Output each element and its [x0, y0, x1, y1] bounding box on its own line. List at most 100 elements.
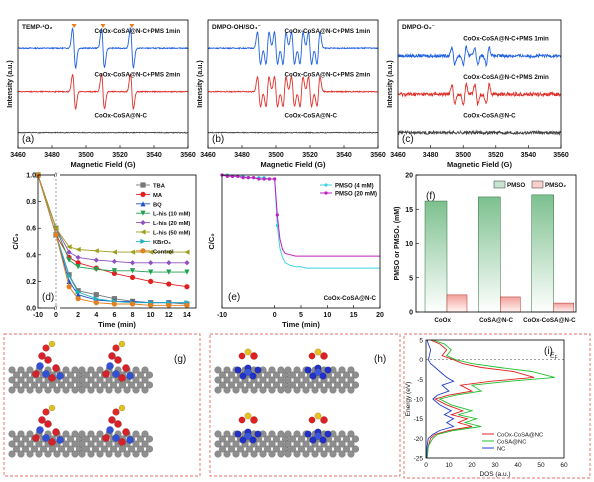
axis-break — [55, 173, 60, 177]
atom — [297, 445, 306, 453]
atom — [293, 440, 301, 448]
legend-entry: MA — [153, 193, 163, 199]
y-tick-label: 15 — [405, 207, 413, 214]
atom — [105, 376, 113, 384]
atom — [309, 372, 317, 380]
y-tick-label: 0.2 — [26, 279, 36, 286]
atom — [302, 386, 310, 394]
atom — [314, 368, 322, 376]
atom — [132, 366, 140, 374]
atom — [218, 371, 227, 379]
atom — [136, 445, 145, 453]
data-point — [257, 177, 261, 181]
atom — [114, 356, 122, 364]
atom — [21, 445, 30, 453]
data-point — [140, 182, 146, 188]
atom — [245, 445, 254, 453]
data-point — [184, 269, 190, 275]
panel-border — [3, 333, 201, 477]
atom — [293, 430, 301, 438]
atom — [105, 386, 113, 394]
data-point — [111, 249, 117, 255]
data-point — [93, 266, 99, 273]
data-point — [75, 289, 81, 295]
atom — [238, 416, 246, 424]
atom — [333, 445, 342, 453]
data-point — [267, 177, 271, 181]
data-point — [75, 296, 81, 302]
x-tick-label: 3560 — [370, 152, 386, 159]
legend-swatch — [531, 180, 544, 189]
atom — [96, 450, 104, 458]
atom — [57, 445, 66, 453]
x-tick-label: 14 — [183, 312, 191, 319]
legend-swatch — [493, 180, 506, 189]
data-point — [148, 278, 154, 284]
atom — [26, 386, 34, 394]
atom — [132, 450, 140, 458]
atom — [8, 386, 16, 394]
data-point — [241, 176, 245, 180]
data-point — [66, 249, 72, 255]
data-point — [273, 177, 277, 181]
atom — [342, 445, 351, 453]
y-tick-label: 0 — [409, 310, 413, 317]
atom — [284, 376, 292, 384]
x-tick-label: 2 — [76, 312, 80, 319]
data-point — [140, 238, 146, 244]
atom — [288, 371, 297, 379]
atom — [338, 440, 346, 448]
atom — [241, 450, 249, 458]
atom — [145, 435, 154, 443]
data-point — [184, 284, 190, 290]
esr-trace-2 — [207, 131, 379, 134]
x-tick-label: 3540 — [336, 152, 352, 159]
atom — [244, 348, 252, 356]
atom — [42, 408, 50, 416]
atom — [38, 416, 46, 424]
atom — [71, 430, 79, 438]
atom — [126, 436, 134, 444]
data-point — [93, 296, 99, 302]
y-tick-label: 5 — [419, 338, 423, 345]
series-label-1: CoOx-CoSA@N-C+PMS 2min — [285, 71, 371, 78]
panel-label: (e) — [228, 292, 240, 303]
atom — [272, 381, 281, 389]
atom — [21, 435, 30, 443]
legend-entry: CoOx-CoSA@NC — [497, 433, 543, 439]
atom — [297, 435, 306, 443]
data-point — [184, 302, 190, 308]
atom — [78, 440, 86, 448]
x-tick-label: 40 — [514, 462, 522, 469]
data-point — [166, 281, 172, 287]
dos-line-0 — [426, 339, 535, 459]
data-point — [75, 288, 81, 294]
y-tick-label: -15 — [414, 416, 424, 423]
category-label: CoOx-CoSA@N-C — [523, 317, 576, 324]
atom — [249, 436, 257, 444]
esr-trace-0 — [17, 26, 189, 70]
atom — [71, 440, 79, 448]
atom — [62, 430, 70, 438]
x-tick-label: 10 — [445, 462, 453, 469]
data-point — [75, 246, 81, 253]
esr-trace-1 — [17, 72, 189, 111]
atom — [329, 450, 337, 458]
series-line-4 — [37, 174, 187, 264]
y-axis-label: C/C₀ — [11, 233, 20, 249]
data-point — [252, 176, 256, 180]
atom — [227, 435, 236, 443]
plot-frame — [425, 339, 565, 459]
atom — [306, 445, 315, 453]
atom — [127, 445, 136, 453]
atom — [338, 430, 346, 438]
atom — [315, 445, 324, 453]
atom — [30, 381, 39, 389]
atom — [284, 430, 292, 438]
atom — [32, 434, 40, 442]
legend-entry: Control — [153, 249, 174, 255]
atom — [141, 366, 149, 374]
atom — [223, 376, 231, 384]
panel-f: CoOx CoSA@N-C CoOx-CoSA@N-C 0 5 10 15 20 PMSO or… — [394, 173, 577, 324]
